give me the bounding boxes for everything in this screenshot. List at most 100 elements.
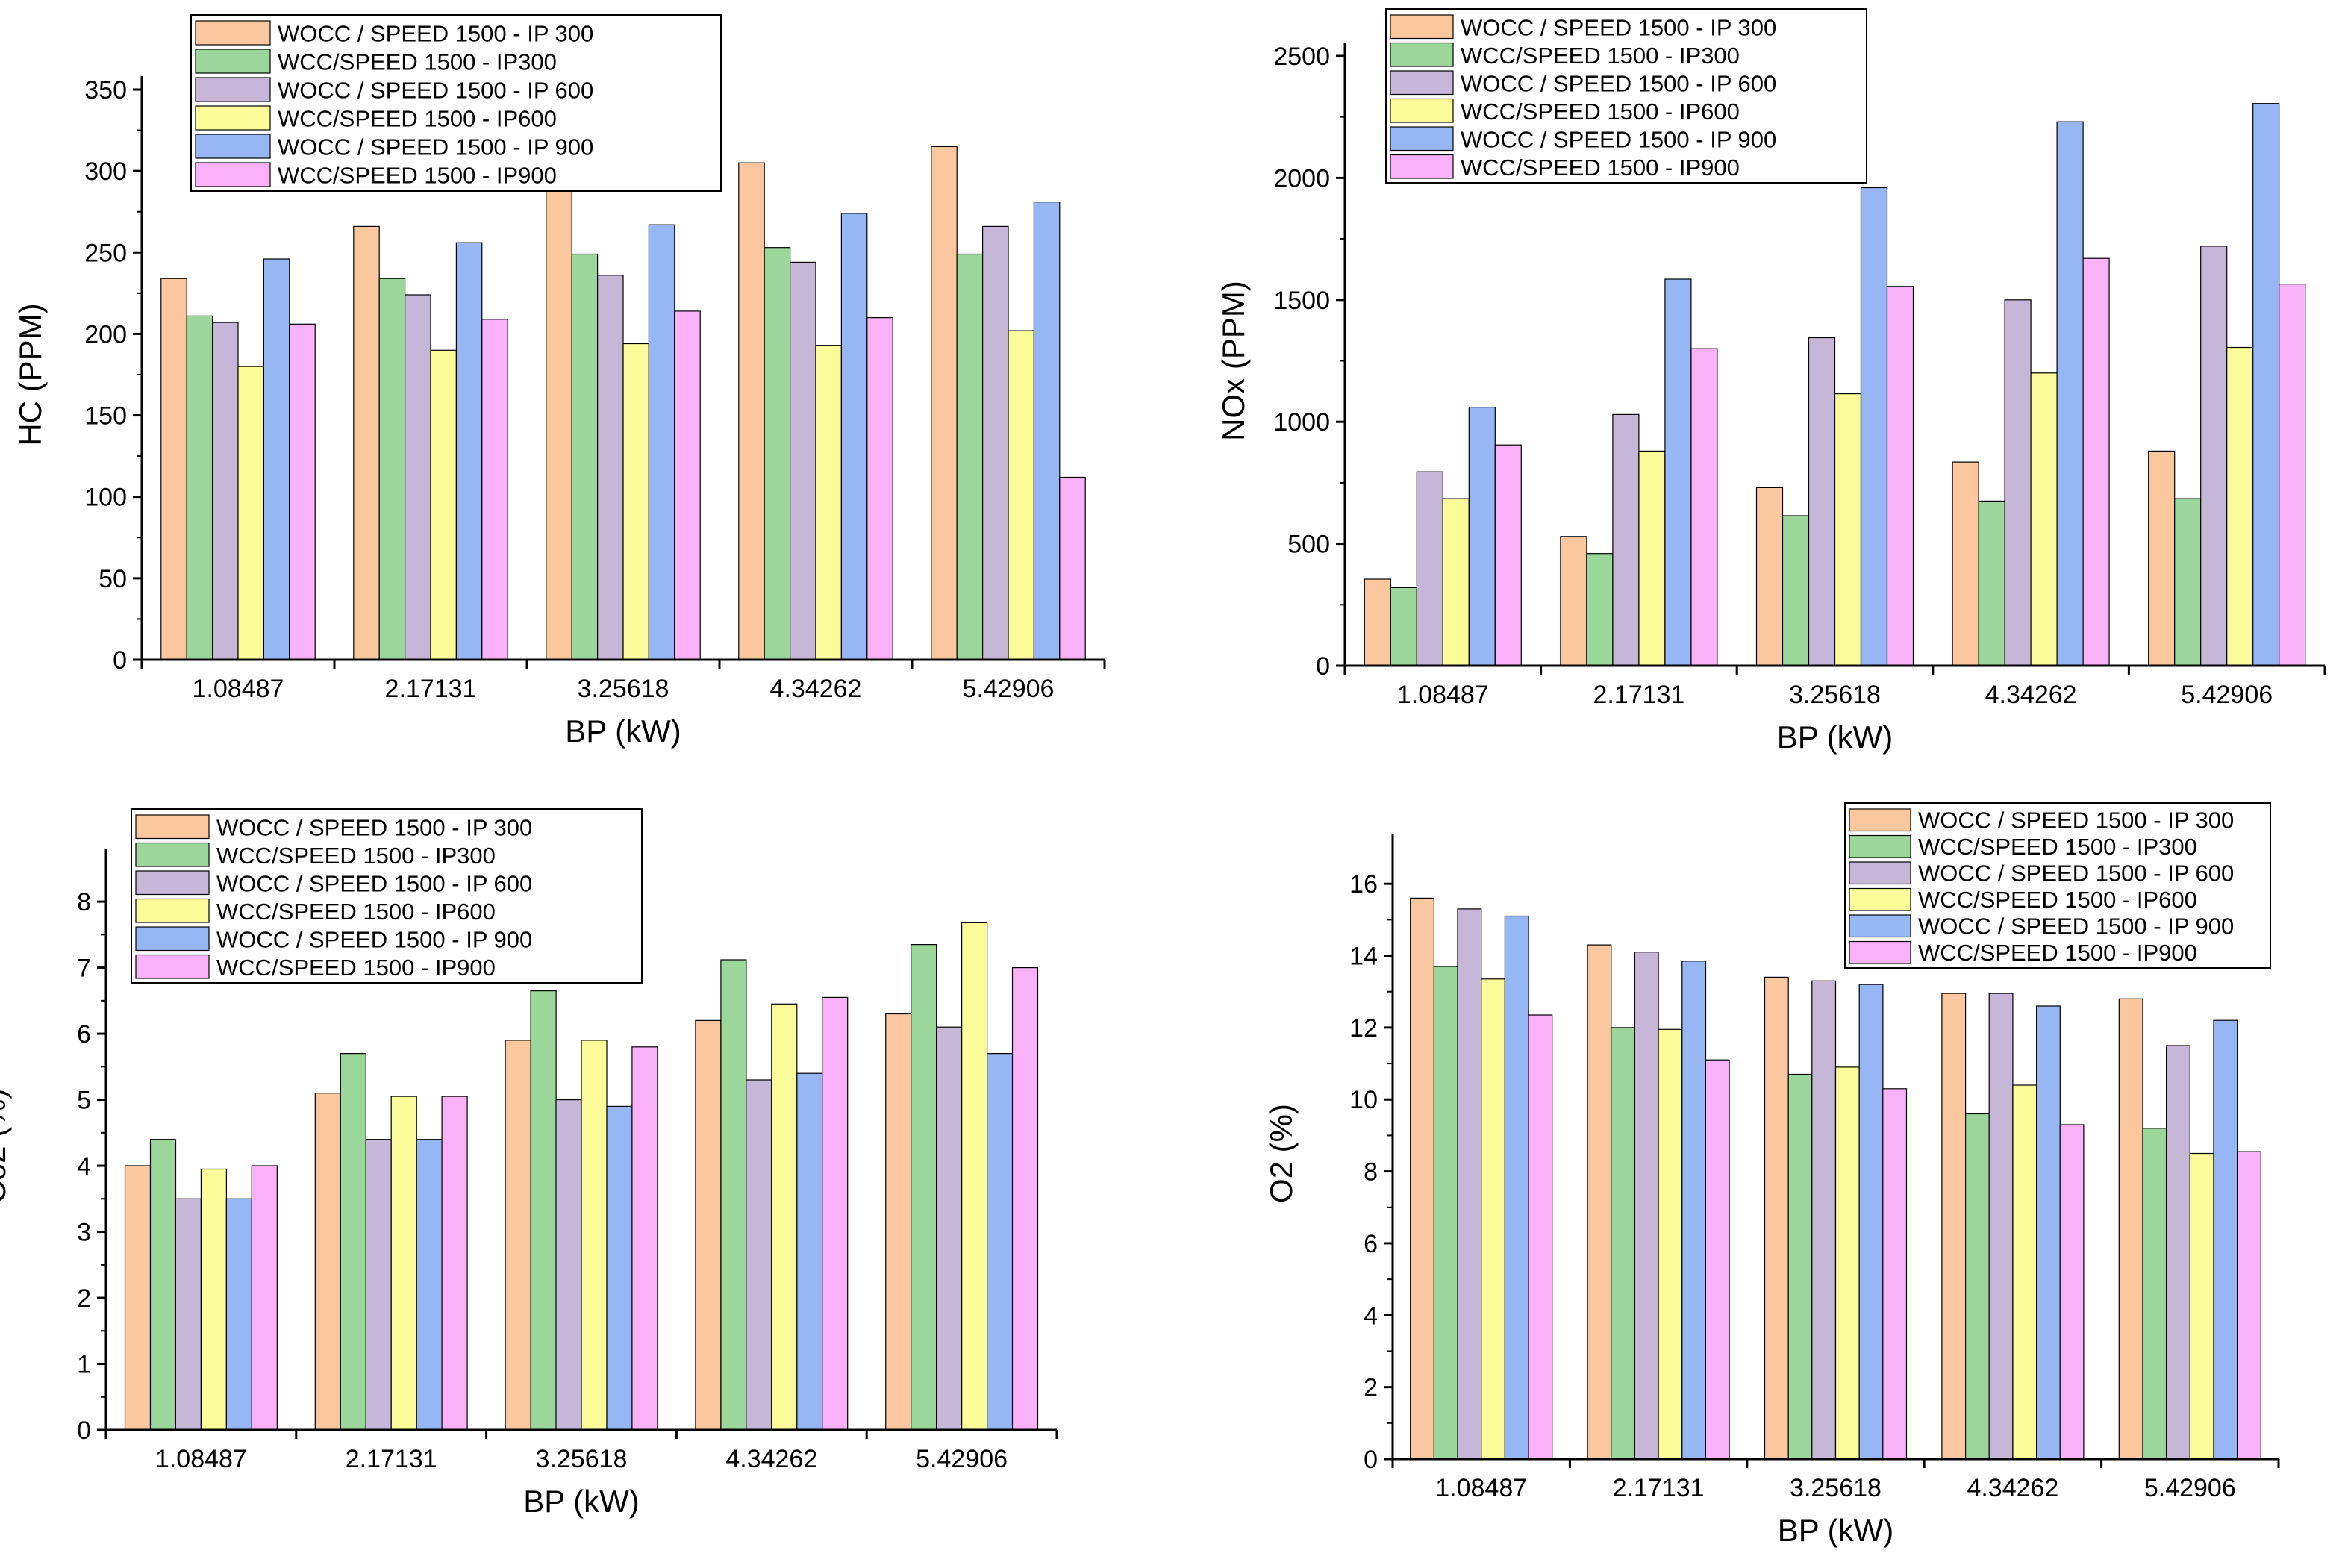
legend-swatch — [1849, 861, 1911, 885]
bar — [2279, 284, 2306, 666]
y-tick-label: 0 — [1316, 652, 1330, 681]
bar — [1782, 515, 1810, 666]
bar — [2082, 257, 2110, 666]
x-tick-label: 5.42906 — [916, 1445, 1008, 1473]
bar — [1811, 980, 1837, 1460]
bar — [212, 322, 239, 660]
legend-swatch — [1390, 14, 1454, 40]
legend-label: WCC/SPEED 1500 - IP300 — [1461, 43, 1740, 69]
bar — [674, 310, 701, 660]
bar — [1586, 553, 1614, 666]
bar — [1612, 413, 1640, 666]
x-axis-title: BP (kW) — [1777, 719, 1893, 755]
bar — [1494, 444, 1522, 666]
bar — [530, 990, 557, 1431]
bar — [1834, 393, 1862, 666]
bar — [160, 278, 187, 660]
y-tick-label: 2000 — [1273, 164, 1330, 193]
legend-swatch — [1390, 42, 1454, 67]
legend-swatch — [195, 105, 271, 131]
legend-label: WOCC / SPEED 1500 - IP 600 — [1461, 70, 1776, 96]
bar — [935, 1026, 963, 1431]
y-tick-label: 14 — [1349, 943, 1378, 971]
bar — [1886, 286, 1914, 666]
legend-swatch — [1849, 808, 1911, 832]
bar — [441, 1096, 468, 1431]
legend-swatch — [135, 926, 210, 952]
bar — [1941, 993, 1967, 1460]
bar — [2056, 121, 2084, 666]
chart-panel-3: 0 1 2 3 4 5 6 7 8 1.08487 2.17131 3.25618 4.34262 5.4… — [0, 808, 1058, 1519]
bar — [1433, 966, 1458, 1460]
y-tick-label: 5 — [77, 1087, 91, 1115]
bar — [251, 1165, 278, 1431]
x-axis-title: BP (kW) — [1778, 1513, 1894, 1548]
y-tick-label: 300 — [84, 157, 127, 186]
y-tick-label: 0 — [77, 1416, 91, 1445]
bar — [961, 922, 988, 1431]
x-axis-title: BP (kW) — [565, 713, 681, 749]
legend-label: WOCC / SPEED 1500 - IP 600 — [1918, 860, 2234, 887]
bar — [1664, 278, 1692, 666]
bar — [815, 345, 843, 660]
bar — [1442, 498, 1470, 666]
legend-swatch — [195, 20, 271, 46]
bar — [1390, 587, 1417, 666]
bar — [1690, 348, 1718, 666]
bar — [2237, 1151, 2261, 1460]
bar — [1681, 961, 1707, 1460]
bar — [720, 959, 747, 1431]
bar — [1638, 450, 1666, 666]
bar — [1988, 993, 2014, 1460]
bar — [764, 247, 791, 660]
bar — [340, 1052, 366, 1431]
bar — [200, 1168, 227, 1431]
bar — [1858, 984, 1884, 1460]
y-tick-label: 150 — [84, 402, 127, 431]
y-tick-label: 12 — [1349, 1014, 1378, 1043]
x-tick-label: 2.17131 — [385, 675, 477, 703]
bar — [1468, 406, 1496, 666]
bar — [1978, 500, 2005, 666]
bar — [1787, 1073, 1813, 1460]
x-tick-label: 4.34262 — [725, 1445, 817, 1473]
y-tick-label: 8 — [1364, 1158, 1378, 1187]
bar — [1658, 1028, 1683, 1460]
bar — [2213, 1019, 2238, 1460]
bar — [1410, 897, 1434, 1460]
bar — [1481, 978, 1505, 1460]
legend-label: WOCC / SPEED 1500 - IP 600 — [278, 78, 593, 104]
bar — [571, 253, 599, 660]
y-tick-label: 350 — [84, 76, 127, 104]
y-tick-label: 2 — [1364, 1374, 1378, 1402]
bar — [911, 943, 937, 1431]
x-tick-label: 3.25618 — [578, 675, 669, 703]
bar — [2004, 299, 2032, 666]
bar — [353, 225, 380, 660]
bar — [505, 1040, 531, 1431]
x-tick-label: 4.34262 — [1985, 681, 2077, 709]
legend-swatch — [195, 134, 271, 159]
y-tick-label: 8 — [77, 888, 91, 916]
bar — [149, 1139, 177, 1431]
y-tick-label: 0 — [113, 646, 127, 675]
x-tick-label: 4.34262 — [770, 675, 862, 703]
y-axis-title: HC (PPM) — [13, 303, 48, 446]
legend-swatch — [135, 954, 210, 979]
legend-label: WOCC / SPEED 1500 - IP 300 — [1918, 808, 2234, 834]
x-tick-label: 5.42906 — [963, 675, 1055, 703]
bar — [378, 278, 406, 660]
bar — [2189, 1152, 2214, 1460]
legend-label: WCC/SPEED 1500 - IP300 — [216, 843, 496, 869]
bar — [695, 1019, 722, 1431]
x-tick-label: 2.17131 — [1613, 1474, 1705, 1502]
bar — [956, 253, 984, 660]
legend-label: WOCC / SPEED 1500 - IP 900 — [278, 134, 593, 160]
bar — [1416, 471, 1443, 666]
bar — [1634, 952, 1659, 1460]
bar — [2012, 1084, 2037, 1460]
x-tick-label: 5.42906 — [2144, 1474, 2236, 1502]
bar — [546, 181, 572, 660]
y-tick-label: 50 — [99, 565, 127, 593]
